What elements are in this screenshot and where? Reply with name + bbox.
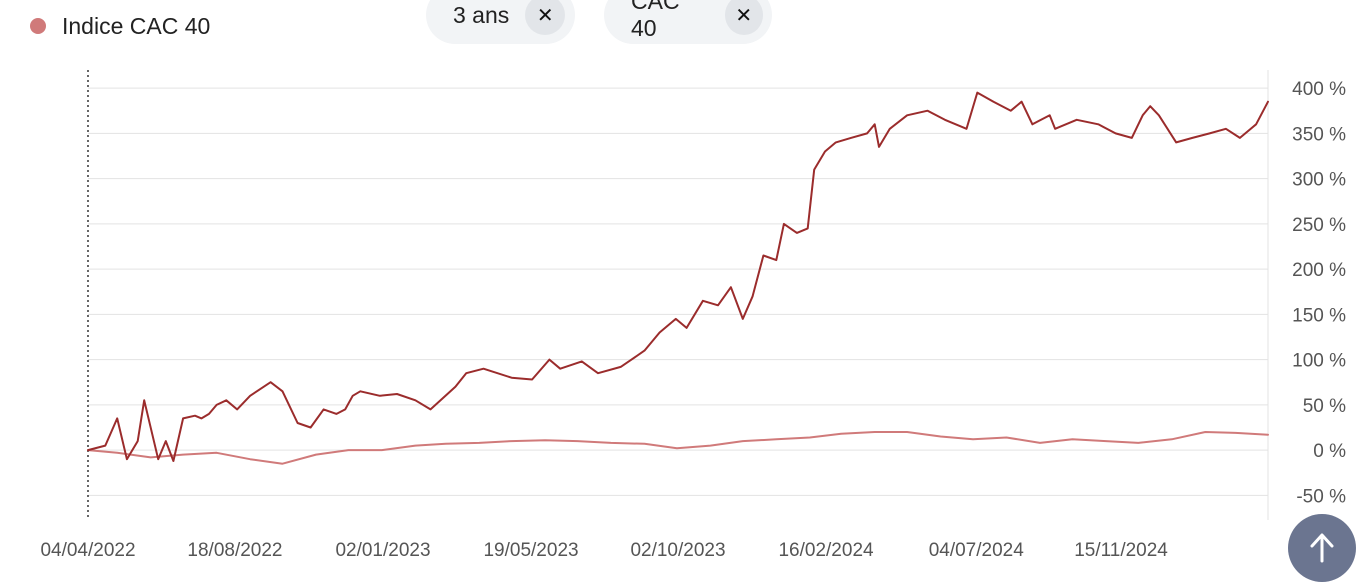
filter-chip-index[interactable]: CAC 40 ✕ (604, 0, 772, 44)
filter-chip-period-label: 3 ans (453, 1, 510, 28)
x-tick-label: 04/07/2024 (929, 540, 1025, 561)
y-tick-label: 250 % (1292, 215, 1346, 236)
x-tick-label: 16/02/2024 (778, 540, 874, 561)
scroll-to-top-button[interactable] (1288, 514, 1356, 582)
filter-chip-period[interactable]: 3 ans ✕ (426, 0, 575, 44)
close-icon[interactable]: ✕ (724, 0, 763, 35)
close-icon[interactable]: ✕ (525, 0, 566, 35)
x-tick-label: 18/08/2022 (187, 540, 282, 561)
series-line-index (87, 431, 1269, 465)
y-tick-label: 100 % (1292, 351, 1346, 372)
y-tick-label: 400 % (1292, 79, 1346, 100)
x-tick-label: 02/10/2023 (630, 540, 725, 561)
y-tick-label: 0 % (1313, 441, 1346, 462)
y-tick-label: 200 % (1292, 260, 1346, 281)
x-tick-label: 15/11/2024 (1074, 540, 1168, 561)
chart-legend: Indice CAC 40 (30, 10, 210, 42)
legend-marker (30, 18, 46, 34)
filter-chip-index-label: CAC 40 (631, 0, 680, 41)
series-line-stock (87, 91, 1269, 462)
x-tick-label: 02/01/2023 (335, 540, 430, 561)
x-tick-label: 04/04/2022 (40, 540, 135, 561)
arrow-up-icon (1310, 533, 1334, 563)
x-tick-label: 19/05/2023 (483, 540, 578, 561)
y-tick-label: 150 % (1292, 305, 1346, 326)
y-tick-label: 50 % (1303, 396, 1346, 417)
y-tick-label: 350 % (1292, 124, 1346, 145)
y-tick-label: -50 % (1296, 486, 1346, 507)
y-tick-label: 300 % (1292, 170, 1346, 191)
legend-label: Indice CAC 40 (62, 12, 211, 39)
